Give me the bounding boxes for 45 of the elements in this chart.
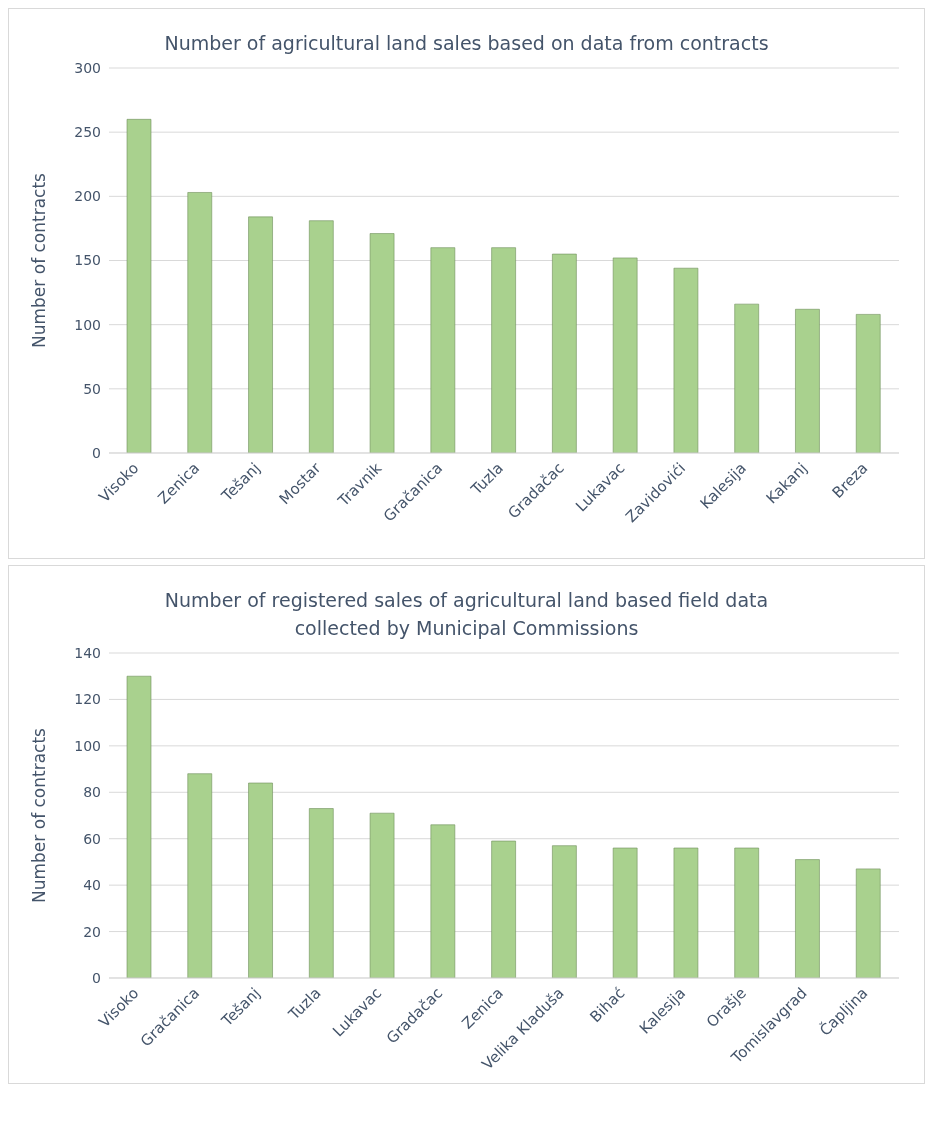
- y-tick-label: 250: [74, 123, 101, 140]
- y-tick-label: 0: [92, 969, 101, 986]
- bar: [248, 782, 273, 978]
- bar: [552, 253, 577, 453]
- bar: [309, 807, 334, 978]
- bar: [187, 191, 213, 453]
- bar: [369, 812, 395, 978]
- y-axis-title: Number of contracts: [29, 727, 50, 903]
- bar: [612, 847, 638, 978]
- y-tick-label: 50: [83, 380, 101, 397]
- bar: [855, 868, 881, 978]
- y-axis-title: Number of contracts: [29, 172, 50, 348]
- y-tick-label: 80: [83, 783, 101, 800]
- bar: [795, 308, 820, 453]
- bar: [309, 219, 334, 453]
- bar: [430, 246, 456, 453]
- bar: [552, 844, 577, 978]
- y-tick-label: 300: [74, 59, 101, 76]
- bar: [126, 675, 152, 978]
- bar: [126, 118, 152, 453]
- y-tick-label: 140: [74, 644, 101, 661]
- bar: [491, 246, 516, 453]
- y-tick-label: 60: [83, 830, 101, 847]
- y-tick-label: 20: [83, 923, 101, 940]
- bar: [612, 257, 638, 453]
- bar: [734, 847, 759, 978]
- bar: [491, 840, 516, 978]
- bar: [734, 303, 759, 453]
- bar: [187, 772, 213, 978]
- y-tick-label: 100: [74, 316, 101, 333]
- y-tick-label: 40: [83, 876, 101, 893]
- bar: [673, 847, 699, 978]
- bar: [369, 232, 395, 453]
- chart-title: Number of agricultural land sales based on data from contracts: [163, 31, 770, 56]
- bar: [855, 313, 881, 453]
- y-tick-label: 0: [92, 444, 101, 461]
- bar: [430, 823, 456, 978]
- bar: [673, 267, 699, 453]
- y-tick-label: 200: [74, 187, 101, 204]
- bar: [248, 216, 273, 453]
- chart-title: Number of registered sales of agricultural land based field data collected by Municipal Commissions: [163, 587, 770, 641]
- bar: [795, 858, 820, 978]
- y-tick-label: 100: [74, 737, 101, 754]
- y-tick-label: 150: [74, 251, 101, 268]
- y-tick-label: 120: [74, 690, 101, 707]
